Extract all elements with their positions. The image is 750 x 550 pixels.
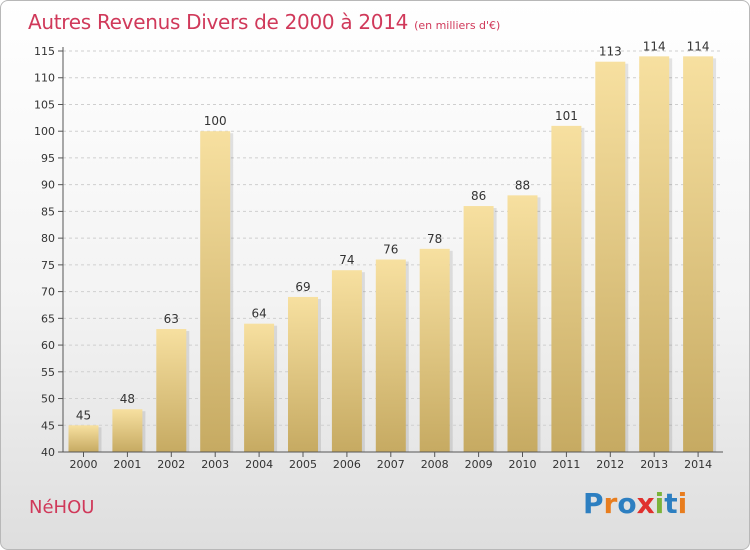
x-tick-label: 2011: [552, 458, 580, 471]
place-name: NéHOU: [29, 497, 95, 518]
y-tick-label: 65: [41, 312, 55, 325]
logo-letter: o: [617, 487, 637, 520]
data-label: 101: [555, 109, 578, 123]
bar: [639, 56, 670, 452]
y-tick-label: 75: [41, 259, 55, 272]
x-tick-label: 2000: [70, 458, 98, 471]
x-tick-label: 2002: [157, 458, 185, 471]
bar: [463, 206, 494, 452]
x-tick-label: 2007: [377, 458, 405, 471]
bar: [331, 270, 362, 452]
y-tick-label: 95: [41, 152, 55, 165]
x-tick-label: 2009: [465, 458, 493, 471]
y-tick-label: 85: [41, 205, 55, 218]
data-label: 100: [204, 114, 227, 128]
y-tick-label: 70: [41, 286, 55, 299]
y-tick-label: 100: [34, 125, 55, 138]
y-tick-label: 40: [41, 446, 55, 459]
x-tick-label: 2014: [684, 458, 712, 471]
x-tick-label: 2003: [201, 458, 229, 471]
chart-title: Autres Revenus Divers de 2000 à 2014 (en …: [28, 10, 500, 34]
logo-letter: r: [603, 487, 618, 520]
data-label: 74: [339, 253, 354, 267]
logo-letter: i: [677, 487, 688, 520]
y-tick-label: 50: [41, 393, 55, 406]
data-label: 88: [515, 178, 530, 192]
bar: [683, 56, 714, 452]
data-label: 64: [251, 307, 266, 321]
bars: [68, 56, 717, 453]
data-labels: 45 48 63 100 64 69 74 76 78 86 88 101 113 114 114: [76, 39, 710, 422]
data-label: 76: [383, 243, 398, 257]
bar: [112, 409, 143, 452]
data-label: 48: [120, 392, 135, 406]
bar: [551, 125, 582, 452]
y-tick-label: 60: [41, 339, 55, 352]
bar: [375, 259, 406, 452]
axes: 40 45 50 55 60 65 70 75 80 85 90 95 100 105 110 115 2000…: [34, 45, 723, 471]
data-label: 114: [643, 39, 666, 53]
data-label: 113: [599, 45, 622, 59]
y-tick-label: 115: [34, 45, 55, 58]
logo-letter: t: [664, 487, 678, 520]
data-label: 69: [295, 280, 310, 294]
chart-subtitle: (en milliers d'€): [414, 19, 501, 32]
bar: [68, 425, 99, 452]
y-tick-label: 90: [41, 179, 55, 192]
x-tick-label: 2001: [113, 458, 141, 471]
x-tick-label: 2012: [596, 458, 624, 471]
data-label: 45: [76, 408, 91, 422]
bar: [244, 323, 275, 452]
data-label: 114: [687, 39, 710, 53]
y-tick-label: 80: [41, 232, 55, 245]
bar: [419, 248, 450, 452]
y-tick-label: 45: [41, 419, 55, 432]
x-tick-label: 2005: [289, 458, 317, 471]
y-tick-label: 105: [34, 98, 55, 111]
chart-title-text: Autres Revenus Divers de 2000 à 2014: [28, 10, 409, 34]
x-tick-label: 2006: [333, 458, 361, 471]
x-tick-label: 2010: [509, 458, 537, 471]
proxiti-logo[interactable]: Proxiti: [583, 487, 687, 520]
y-tick-label: 55: [41, 366, 55, 379]
data-label: 78: [427, 232, 442, 246]
data-label: 86: [471, 189, 486, 203]
bar: [507, 195, 538, 453]
bar: [156, 329, 187, 452]
x-tick-label: 2008: [421, 458, 449, 471]
bar: [200, 131, 231, 452]
x-tick-label: 2013: [640, 458, 668, 471]
data-label: 63: [164, 312, 179, 326]
logo-letter: P: [583, 487, 604, 520]
logo-letter: x: [636, 487, 655, 520]
logo-letter: i: [654, 487, 665, 520]
x-tick-label: 2004: [245, 458, 273, 471]
bar: [595, 61, 626, 453]
y-tick-label: 110: [34, 72, 55, 85]
bar: [288, 296, 318, 452]
